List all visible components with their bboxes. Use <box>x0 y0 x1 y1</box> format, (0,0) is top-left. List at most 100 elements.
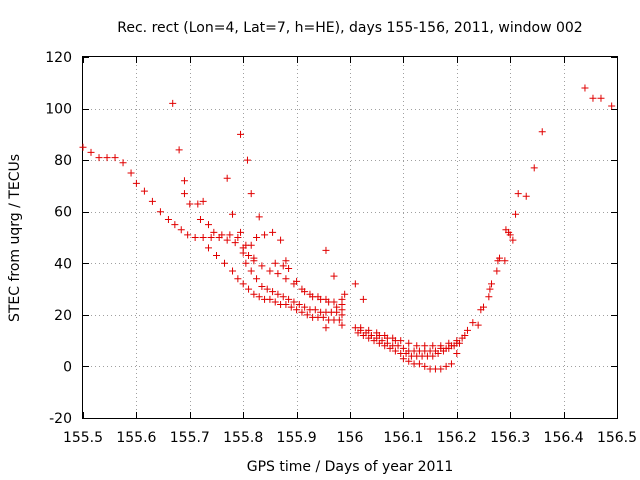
data-point <box>175 146 183 154</box>
data-point <box>164 215 172 223</box>
data-point <box>247 267 255 275</box>
data-point <box>530 164 538 172</box>
data-point <box>309 293 317 301</box>
data-point <box>250 254 258 262</box>
data-point <box>415 360 423 368</box>
data-point <box>271 259 279 267</box>
data-point <box>378 337 386 345</box>
data-point <box>405 357 413 365</box>
y-axis-label: STEC from uqrg / TECUs <box>7 154 23 322</box>
data-point <box>258 282 266 290</box>
data-point <box>95 154 103 162</box>
chart-title: Rec. rect (Lon=4, Lat=7, h=HE), days 155… <box>117 20 582 36</box>
data-point <box>512 210 520 218</box>
data-point <box>501 257 509 265</box>
data-point <box>177 226 185 234</box>
data-point <box>223 174 231 182</box>
x-tick-label: 156.5 <box>597 430 637 446</box>
data-point <box>421 362 429 370</box>
data-point <box>234 234 242 241</box>
x-tick-label: 155.9 <box>277 430 317 446</box>
data-point <box>171 221 179 229</box>
data-point <box>399 355 407 363</box>
data-point <box>180 177 188 185</box>
data-point <box>253 234 261 241</box>
data-point <box>285 295 293 303</box>
data-point <box>469 319 477 327</box>
data-point <box>258 262 266 270</box>
data-point <box>191 234 199 241</box>
data-point <box>429 342 437 350</box>
data-point <box>207 234 215 241</box>
data-point <box>496 254 504 262</box>
data-point <box>338 306 346 314</box>
data-point <box>338 321 346 329</box>
data-point <box>210 228 218 236</box>
data-point <box>486 285 494 293</box>
data-point <box>132 179 140 187</box>
data-point <box>140 187 148 195</box>
data-point <box>338 295 346 303</box>
data-point <box>485 293 493 301</box>
y-tick-label: 80 <box>54 153 72 169</box>
data-point <box>399 344 407 352</box>
data-point <box>243 156 251 164</box>
data-point <box>231 239 239 247</box>
data-point <box>359 295 367 303</box>
data-point <box>445 339 453 347</box>
data-point <box>237 130 245 138</box>
data-point <box>317 295 325 303</box>
data-point <box>204 244 212 252</box>
data-point <box>119 159 127 167</box>
data-point <box>221 259 229 267</box>
data-point <box>239 249 247 257</box>
data-point <box>375 331 383 339</box>
data-point <box>509 236 517 244</box>
data-point <box>488 280 496 288</box>
data-point <box>447 360 455 368</box>
data-point <box>322 324 330 332</box>
data-point <box>282 275 290 283</box>
data-point <box>442 362 450 370</box>
data-point <box>322 246 330 254</box>
data-point <box>186 200 194 208</box>
data-point <box>87 148 95 156</box>
data-point <box>247 241 255 249</box>
data-point <box>199 197 207 205</box>
y-tick-label: 0 <box>63 359 72 375</box>
x-tick-label: 156.2 <box>437 430 477 446</box>
data-point <box>148 197 156 205</box>
data-point <box>357 324 365 332</box>
data-point <box>229 267 237 275</box>
data-point <box>351 280 359 288</box>
y-tick-label: 60 <box>54 205 72 221</box>
data-point <box>437 365 445 373</box>
data-point <box>245 285 253 293</box>
data-point <box>234 275 242 283</box>
data-point <box>263 285 271 293</box>
y-tick-label: 120 <box>45 50 72 66</box>
x-tick-label: 156 <box>337 430 364 446</box>
data-point <box>184 231 192 239</box>
data-point <box>431 347 439 355</box>
data-point <box>282 257 290 265</box>
x-tick-label: 156.3 <box>490 430 530 446</box>
data-point <box>295 301 303 309</box>
data-point <box>169 99 177 107</box>
data-point <box>474 321 482 329</box>
data-point <box>367 331 375 339</box>
data-point <box>463 326 471 334</box>
data-point <box>589 94 597 102</box>
data-point <box>341 290 349 298</box>
data-point <box>493 267 501 275</box>
data-point <box>194 200 202 208</box>
data-point <box>255 213 263 221</box>
data-point <box>514 190 522 198</box>
data-point <box>242 259 250 267</box>
y-tick-label: 40 <box>54 256 72 272</box>
data-point <box>453 350 461 358</box>
data-point <box>282 301 290 309</box>
data-point <box>330 272 338 280</box>
data-point <box>127 169 135 177</box>
